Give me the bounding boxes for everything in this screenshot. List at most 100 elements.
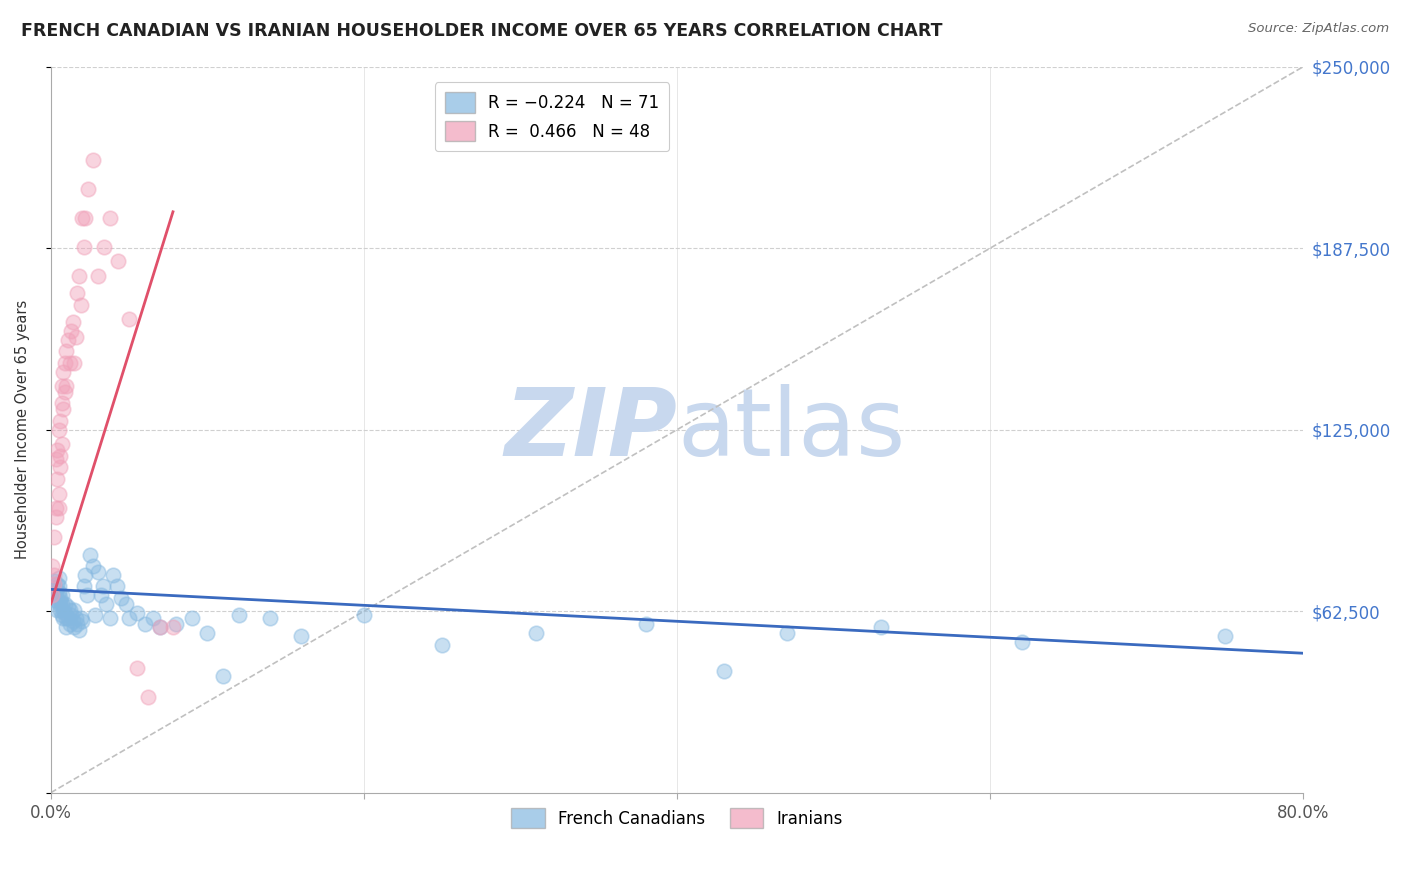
Point [82,153,104,167]
Point [56,333,79,347]
Point [52,611,75,625]
Point [46,472,69,486]
Point [353,608,375,623]
Point [44,451,66,466]
Point [125,661,148,675]
Point [67,268,90,283]
Point [197,626,219,640]
Point [1011,634,1033,648]
Point [149,620,172,634]
Point [59,617,82,632]
Point [62,615,84,629]
Point [63,356,86,370]
Text: atlas: atlas [678,384,905,475]
Point [62,315,84,329]
Point [90,588,112,602]
Point [53,356,76,370]
Point [149,620,172,634]
Point [51,437,73,451]
Point [55,620,77,634]
Point [73,579,96,593]
Point [48,501,70,516]
Point [55,344,77,359]
Point [75,211,97,225]
Point [432,638,454,652]
Point [55,379,77,393]
Point [82,559,104,574]
Point [48,579,70,593]
Point [51,608,73,623]
Point [212,669,235,683]
Point [83,608,105,623]
Point [49,594,72,608]
Point [59,356,82,370]
Point [180,611,202,625]
Point [118,312,141,326]
Point [76,588,98,602]
Point [52,365,75,379]
Point [87,565,110,579]
Point [66,617,89,632]
Point [63,603,86,617]
Point [70,211,93,225]
Point [51,597,73,611]
Point [290,629,312,643]
Y-axis label: Householder Income Over 65 years: Householder Income Over 65 years [15,300,30,559]
Point [110,591,132,605]
Point [91,579,114,593]
Point [53,384,76,399]
Point [98,611,121,625]
Point [77,181,100,195]
Point [105,579,128,593]
Text: ZIP: ZIP [505,384,678,475]
Point [259,611,281,625]
Point [48,585,70,599]
Point [776,626,799,640]
Point [42,567,65,582]
Point [49,460,72,475]
Point [79,548,101,562]
Point [165,617,187,632]
Point [60,324,83,338]
Point [59,603,82,617]
Point [73,240,96,254]
Point [67,623,90,637]
Point [42,530,65,544]
Point [60,608,83,623]
Point [66,286,89,301]
Point [93,240,115,254]
Point [65,329,87,343]
Point [51,396,73,410]
Point [70,615,93,629]
Point [48,597,70,611]
Point [44,588,66,602]
Point [44,582,66,597]
Point [49,414,72,428]
Point [48,423,70,437]
Point [52,603,75,617]
Point [56,599,79,614]
Point [87,268,110,283]
Point [41,559,63,574]
Point [75,567,97,582]
Point [46,442,69,457]
Point [162,620,184,634]
Point [41,588,63,602]
Point [42,574,65,588]
Point [65,611,87,625]
Point [51,588,73,602]
Point [55,611,77,625]
Point [115,597,138,611]
Point [125,606,148,620]
Point [53,597,76,611]
Point [103,567,125,582]
Point [52,402,75,417]
Point [49,449,72,463]
Point [69,298,91,312]
Point [49,591,72,605]
Point [46,603,69,617]
Point [228,608,250,623]
Point [1213,629,1236,643]
Point [44,501,66,516]
Point [869,620,891,634]
